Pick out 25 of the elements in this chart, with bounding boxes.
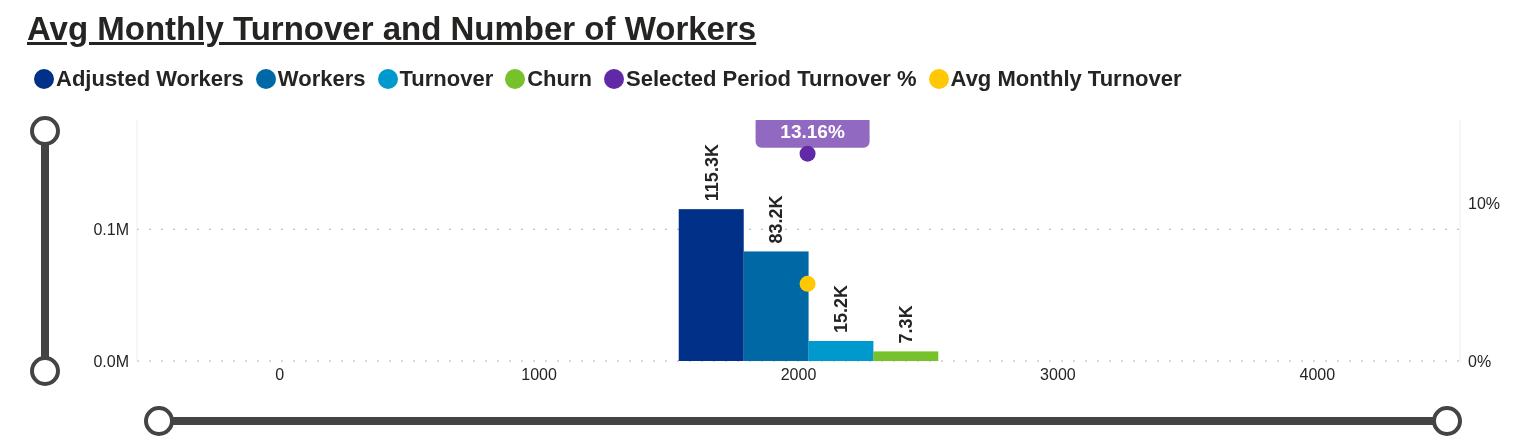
data-label: 7.3K xyxy=(896,305,917,344)
bar xyxy=(808,340,874,361)
legend-label: Turnover xyxy=(399,66,494,92)
bar xyxy=(873,351,939,361)
legend-label: Selected Period Turnover % xyxy=(625,66,917,92)
legend-label: Adjusted Workers xyxy=(56,66,244,92)
data-label: 83.2K xyxy=(766,195,787,244)
x-tick-label: 3000 xyxy=(1040,366,1076,384)
x-tick-label: 1000 xyxy=(521,366,557,384)
data-label: 13.16% xyxy=(780,121,845,143)
data-label: 115.3K xyxy=(701,144,722,202)
y2-tick-label: 10% xyxy=(1468,195,1501,213)
legend-label: Workers xyxy=(277,66,366,92)
bar xyxy=(678,209,744,361)
x-tick-label: 0 xyxy=(275,366,285,384)
bar xyxy=(743,251,809,361)
chart-title: Avg Monthly Turnover and Number of Workers xyxy=(27,10,757,48)
y2-tick-label: 0% xyxy=(1468,352,1492,370)
y-tick-label: 0.1M xyxy=(93,220,129,238)
legend-label: Churn xyxy=(527,66,592,92)
x-tick-label: 2000 xyxy=(780,366,817,384)
x-tick-label: 4000 xyxy=(1299,366,1336,384)
y-tick-label: 0.0M xyxy=(93,352,129,370)
data-label: 15.2K xyxy=(831,284,852,333)
legend-label: Avg Monthly Turnover xyxy=(950,66,1182,92)
